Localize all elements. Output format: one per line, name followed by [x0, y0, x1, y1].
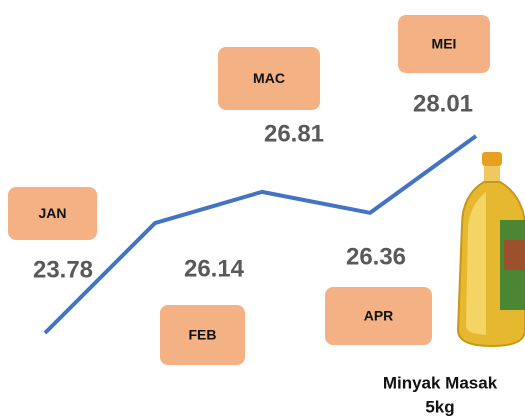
category-label: JAN [38, 205, 66, 221]
caption: Minyak Masak [383, 373, 498, 392]
value-label: 26.14 [184, 255, 245, 282]
value-label: 26.81 [264, 120, 324, 147]
category-label: MEI [432, 36, 457, 52]
value-label: 28.01 [413, 90, 473, 117]
category-label: MAC [253, 70, 285, 86]
value-label: 26.36 [346, 243, 406, 270]
category-label: APR [364, 308, 394, 324]
product-image [458, 152, 525, 346]
value-label: 23.78 [33, 256, 93, 283]
caption: 5kg [425, 397, 454, 416]
category-label: FEB [189, 327, 217, 343]
chart: Minyak Masak 5kg JAN 23.78 FEB 26.14 MAC 26.8… [0, 0, 525, 420]
